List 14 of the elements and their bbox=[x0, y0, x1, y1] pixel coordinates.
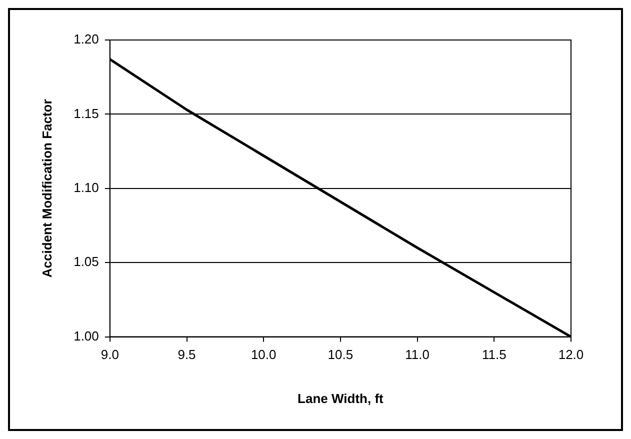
x-tick-label: 9.0 bbox=[100, 347, 119, 362]
x-tick-label: 10.5 bbox=[328, 347, 354, 362]
y-tick-label: 1.15 bbox=[74, 106, 99, 121]
x-tick-label: 9.5 bbox=[178, 347, 196, 362]
x-tick-label: 10.0 bbox=[250, 347, 276, 362]
x-tick-label: 11.0 bbox=[405, 347, 430, 362]
y-tick-label: 1.20 bbox=[74, 32, 99, 47]
x-tick-label: 11.5 bbox=[482, 347, 506, 362]
x-tick-label: 12.0 bbox=[558, 347, 584, 362]
y-axis-title: Accident Modification Factor bbox=[39, 99, 54, 278]
y-tick-label: 1.05 bbox=[74, 254, 99, 270]
x-axis-title: Lane Width, ft bbox=[298, 390, 384, 406]
y-tick-label: 1.00 bbox=[74, 328, 99, 344]
y-tick-label: 1.10 bbox=[74, 180, 99, 195]
